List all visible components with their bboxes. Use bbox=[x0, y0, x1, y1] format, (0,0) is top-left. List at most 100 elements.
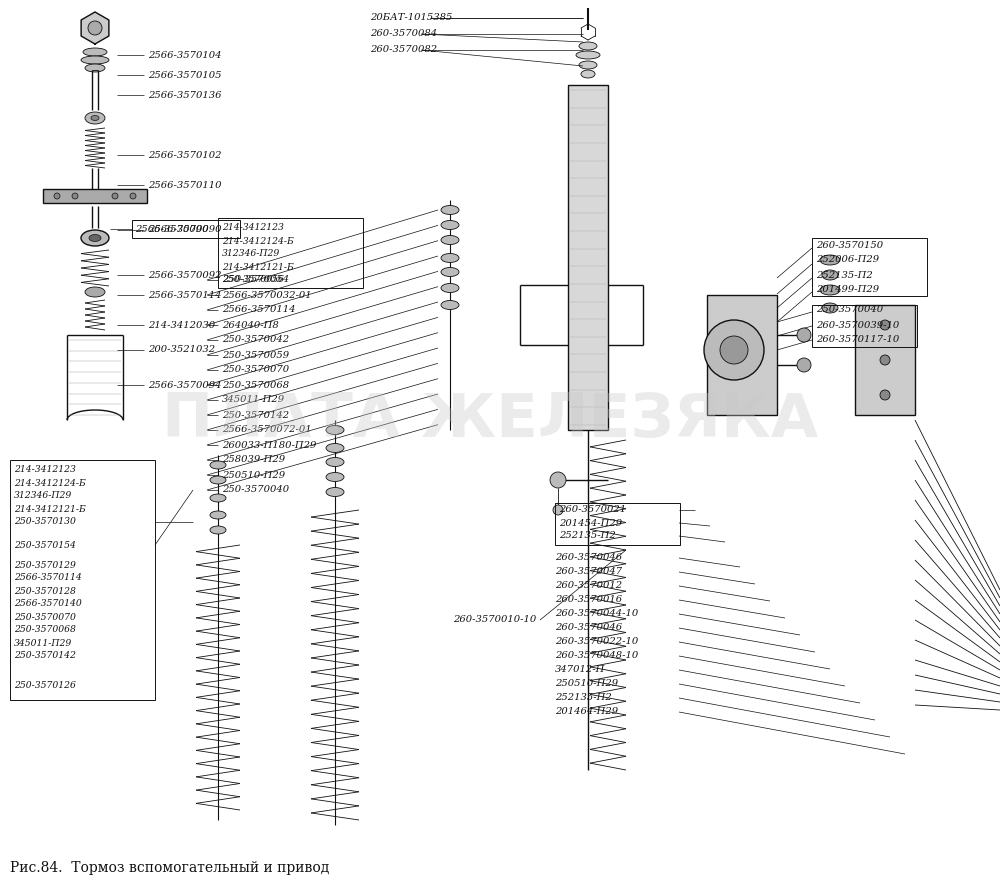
Circle shape bbox=[553, 505, 563, 515]
Bar bbox=[132, 220, 240, 238]
Text: 252135-П2: 252135-П2 bbox=[559, 532, 616, 541]
Ellipse shape bbox=[820, 255, 840, 265]
Ellipse shape bbox=[89, 235, 101, 242]
Text: 2566-3570094: 2566-3570094 bbox=[148, 381, 222, 389]
Bar bbox=[555, 503, 680, 545]
Ellipse shape bbox=[85, 112, 105, 124]
Text: 252135-П2: 252135-П2 bbox=[555, 694, 612, 703]
Text: 250-3570142: 250-3570142 bbox=[222, 411, 289, 419]
Text: 260-3570012: 260-3570012 bbox=[555, 581, 622, 590]
Ellipse shape bbox=[441, 235, 459, 244]
Text: 214-3412030: 214-3412030 bbox=[148, 320, 215, 329]
Bar bbox=[568, 85, 608, 430]
Text: 2566-3570114: 2566-3570114 bbox=[222, 305, 296, 314]
Bar bbox=[10, 460, 155, 700]
Text: 2566-3570102: 2566-3570102 bbox=[148, 150, 222, 159]
Ellipse shape bbox=[326, 443, 344, 452]
Text: 312346-П29: 312346-П29 bbox=[14, 491, 72, 501]
Text: 250-3570128: 250-3570128 bbox=[14, 587, 76, 596]
Circle shape bbox=[88, 21, 102, 35]
Text: 250-3570042: 250-3570042 bbox=[222, 335, 289, 344]
Circle shape bbox=[72, 193, 78, 199]
Circle shape bbox=[797, 358, 811, 372]
Text: 2566-3570032-01: 2566-3570032-01 bbox=[222, 290, 312, 299]
Text: 260-3570048-10: 260-3570048-10 bbox=[555, 651, 638, 660]
Bar bbox=[855, 305, 915, 415]
Ellipse shape bbox=[441, 267, 459, 276]
Text: 2566-3570090: 2566-3570090 bbox=[135, 225, 208, 234]
Ellipse shape bbox=[85, 64, 105, 72]
Text: 2566-3570114: 2566-3570114 bbox=[148, 290, 222, 299]
Ellipse shape bbox=[326, 458, 344, 466]
Text: 345011-П29: 345011-П29 bbox=[14, 638, 72, 648]
Text: 312346-П29: 312346-П29 bbox=[222, 250, 280, 258]
Text: ПЛАТА ЖЕЛЕЗЯКА: ПЛАТА ЖЕЛЕЗЯКА bbox=[162, 390, 818, 450]
Ellipse shape bbox=[326, 488, 344, 496]
Text: 250-3570040: 250-3570040 bbox=[222, 486, 289, 495]
Ellipse shape bbox=[210, 494, 226, 502]
Text: 260-3570082: 260-3570082 bbox=[370, 45, 437, 55]
Text: 2566-3570114: 2566-3570114 bbox=[14, 573, 82, 582]
Circle shape bbox=[550, 472, 566, 488]
Text: 250-3570068: 250-3570068 bbox=[222, 381, 289, 389]
Text: 345011-П29: 345011-П29 bbox=[222, 396, 285, 404]
Text: 250-3570130: 250-3570130 bbox=[14, 518, 76, 527]
Circle shape bbox=[880, 390, 890, 400]
Ellipse shape bbox=[210, 461, 226, 469]
Text: 2566-3570072-01: 2566-3570072-01 bbox=[222, 426, 312, 435]
Text: 250-3570070: 250-3570070 bbox=[14, 612, 76, 621]
Ellipse shape bbox=[579, 42, 597, 50]
Text: 250510-П29: 250510-П29 bbox=[222, 471, 285, 480]
Circle shape bbox=[880, 355, 890, 365]
Circle shape bbox=[130, 193, 136, 199]
Text: 260-3570022-10: 260-3570022-10 bbox=[555, 637, 638, 647]
Text: 214-3412124-Б: 214-3412124-Б bbox=[222, 236, 294, 245]
Text: 260-3570150: 260-3570150 bbox=[816, 241, 883, 250]
Text: 2566-3570104: 2566-3570104 bbox=[148, 50, 222, 59]
Ellipse shape bbox=[441, 205, 459, 214]
Text: 214-3412123: 214-3412123 bbox=[222, 224, 284, 233]
Text: 250-3570059: 250-3570059 bbox=[222, 350, 289, 359]
Text: 260033-П180-П29: 260033-П180-П29 bbox=[222, 441, 316, 450]
Ellipse shape bbox=[326, 473, 344, 481]
Circle shape bbox=[704, 320, 764, 380]
Polygon shape bbox=[81, 12, 109, 44]
Ellipse shape bbox=[822, 270, 838, 280]
Text: 258039-П29: 258039-П29 bbox=[222, 456, 285, 465]
Text: 347012-П: 347012-П bbox=[555, 666, 605, 674]
Ellipse shape bbox=[579, 61, 597, 69]
Bar bbox=[43, 189, 147, 203]
Ellipse shape bbox=[210, 476, 226, 484]
Text: 264040-П8: 264040-П8 bbox=[222, 320, 279, 329]
Text: 252006-П29: 252006-П29 bbox=[816, 256, 879, 265]
Text: 201499-П29: 201499-П29 bbox=[816, 286, 879, 295]
Ellipse shape bbox=[210, 511, 226, 519]
Ellipse shape bbox=[83, 48, 107, 56]
Text: 20БАТ-1015385: 20БАТ-1015385 bbox=[370, 13, 452, 22]
Text: 250510-П29: 250510-П29 bbox=[555, 680, 618, 689]
Text: 260-3570044-10: 260-3570044-10 bbox=[555, 610, 638, 619]
Ellipse shape bbox=[91, 116, 99, 120]
Ellipse shape bbox=[822, 303, 838, 313]
Text: 214-3412124-Б: 214-3412124-Б bbox=[14, 479, 86, 488]
Ellipse shape bbox=[441, 220, 459, 229]
Circle shape bbox=[797, 328, 811, 342]
Ellipse shape bbox=[441, 301, 459, 310]
Text: 200-3521032: 200-3521032 bbox=[148, 345, 215, 355]
Text: 250-3570040: 250-3570040 bbox=[816, 305, 883, 314]
Text: 201454-П29: 201454-П29 bbox=[559, 519, 622, 527]
Text: 2566-3570136: 2566-3570136 bbox=[148, 90, 222, 99]
Text: 260-3570046: 260-3570046 bbox=[555, 553, 622, 563]
Text: 260-3570084: 260-3570084 bbox=[370, 29, 437, 39]
Ellipse shape bbox=[326, 426, 344, 435]
Text: 250-3570129: 250-3570129 bbox=[14, 560, 76, 570]
Circle shape bbox=[112, 193, 118, 199]
Text: 250-3570154: 250-3570154 bbox=[14, 541, 76, 550]
Text: 201464-П29: 201464-П29 bbox=[555, 707, 618, 717]
Text: 214-3412123: 214-3412123 bbox=[14, 466, 76, 474]
Ellipse shape bbox=[441, 253, 459, 263]
Text: 2566-3570092: 2566-3570092 bbox=[148, 271, 222, 280]
Text: 250-3570056: 250-3570056 bbox=[222, 275, 284, 284]
Text: 260-3570046: 260-3570046 bbox=[555, 624, 622, 633]
Text: 250-3570054: 250-3570054 bbox=[222, 275, 289, 284]
